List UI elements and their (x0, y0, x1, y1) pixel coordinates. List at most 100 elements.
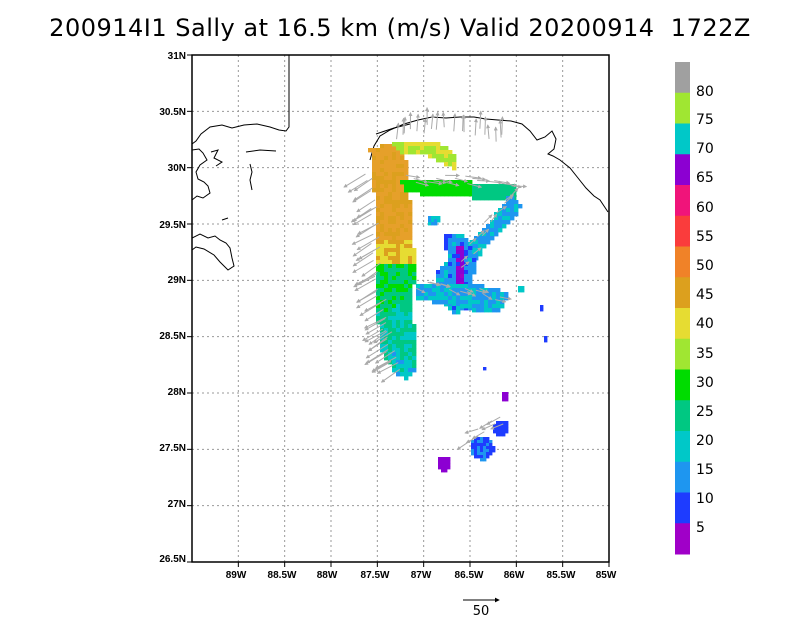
speed-pixel (460, 274, 465, 279)
speed-pixel (468, 184, 473, 189)
speed-pixel (408, 228, 413, 233)
wind-vector (374, 356, 397, 369)
speed-pixel (521, 286, 525, 290)
wind-vector (401, 117, 406, 135)
speed-pixel (471, 443, 475, 447)
speed-pixel (400, 232, 405, 237)
speed-pixel (404, 324, 409, 329)
speed-pixel (396, 168, 401, 173)
speed-pixel (412, 336, 417, 341)
speed-pixel (380, 144, 385, 149)
speed-pixel (384, 200, 389, 205)
speed-pixel (444, 246, 449, 251)
speed-pixel (380, 248, 385, 253)
speed-pixel (408, 344, 413, 349)
speed-pixel (420, 150, 425, 155)
speed-pixel (448, 162, 453, 167)
speed-pixel (384, 160, 389, 165)
speed-pixel (404, 252, 409, 257)
speed-pixel (447, 460, 451, 464)
speed-pixel (392, 336, 397, 341)
speed-pixel (404, 352, 409, 357)
speed-pixel (483, 455, 487, 459)
speed-pixel (428, 296, 433, 301)
speed-pixel (412, 142, 417, 147)
speed-pixel (392, 364, 397, 369)
speed-pixel (400, 308, 405, 313)
speed-pixel (380, 184, 385, 189)
speed-pixel (460, 192, 465, 197)
speed-pixel (396, 224, 401, 229)
speed-pixel (400, 336, 405, 341)
speed-pixel (392, 252, 397, 257)
speed-pixel (434, 222, 438, 226)
speed-pixel (448, 306, 453, 311)
speed-pixel (452, 300, 457, 305)
wind-vector (441, 111, 446, 128)
speed-pixel (396, 180, 401, 185)
speed-pixel (388, 160, 393, 165)
speed-pixel (472, 270, 477, 275)
speed-pixel (476, 296, 481, 301)
speed-pixel (380, 192, 385, 197)
speed-pixel (380, 312, 385, 317)
speed-pixel (490, 224, 495, 229)
speed-pixel (396, 276, 401, 281)
speed-pixel (408, 256, 413, 261)
speed-pixel (392, 292, 397, 297)
speed-pixel (408, 216, 413, 221)
speed-pixel (440, 158, 445, 163)
speed-pixel (496, 300, 501, 305)
speed-pixel (484, 308, 489, 313)
wind-vector (488, 180, 503, 185)
wind-vector (371, 360, 392, 372)
speed-pixel (408, 146, 413, 151)
lat-label: 26.5N (159, 554, 186, 565)
speed-pixel (388, 316, 393, 321)
speed-pixel (376, 280, 381, 285)
speed-pixel (476, 196, 481, 201)
speed-pixel (441, 463, 445, 467)
speed-pixel (380, 208, 385, 213)
speed-pixel (396, 312, 401, 317)
speed-pixel (494, 224, 499, 229)
speed-pixel (452, 258, 457, 263)
speed-pixel (492, 304, 497, 309)
speed-pixel (436, 150, 441, 155)
speed-pixel (380, 272, 385, 277)
speed-pixel (490, 232, 495, 237)
speed-pixel (464, 258, 469, 263)
speed-pixel (384, 228, 389, 233)
speed-pixel (380, 148, 385, 153)
speed-pixel (392, 368, 397, 373)
speed-pixel (440, 154, 445, 159)
speed-pixel (472, 304, 477, 309)
speed-pixel (448, 234, 453, 239)
speed-pixel (456, 288, 461, 293)
speed-pixel (400, 276, 405, 281)
speed-pixel (408, 208, 413, 213)
speed-pixel (472, 262, 477, 267)
speed-pixel (396, 176, 401, 181)
speed-pixel (518, 204, 523, 209)
speed-pixel (392, 184, 397, 189)
speed-pixel (376, 300, 381, 305)
speed-pixel (400, 204, 405, 209)
speed-pixel (408, 372, 413, 377)
speed-pixel (428, 192, 433, 197)
speed-pixel (484, 304, 489, 309)
speed-pixel (478, 240, 483, 245)
speed-pixel (380, 328, 385, 333)
speed-pixel (432, 292, 437, 297)
speed-pixel (404, 142, 409, 147)
speed-pixel (400, 372, 405, 377)
speed-pixel (380, 228, 385, 233)
speed-pixel (460, 300, 465, 305)
speed-pixel (372, 160, 377, 165)
speed-pixel (492, 292, 497, 297)
wind-vector (483, 214, 493, 223)
speed-pixel (408, 248, 413, 253)
speed-pixel (396, 142, 401, 147)
speed-pixel (392, 220, 397, 225)
lon-label: 87W (411, 570, 432, 581)
